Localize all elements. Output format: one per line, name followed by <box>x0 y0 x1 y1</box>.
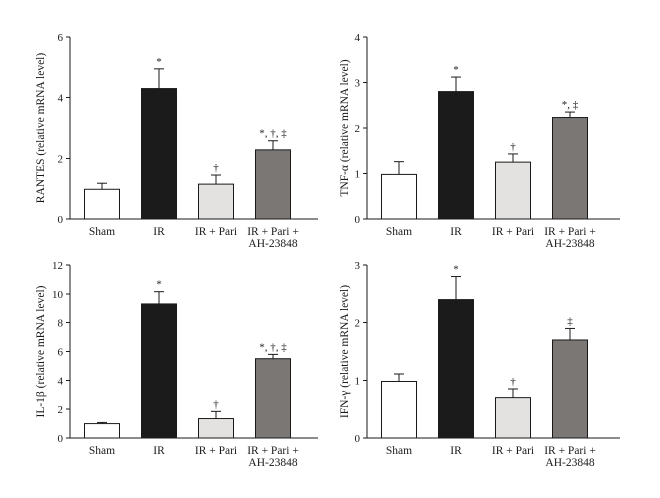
chart-panel-1: 0 2 4 6 RANTES (relative mRNA level) Sham * IR †… <box>35 32 318 250</box>
x-category-label: IR + Pari + <box>247 226 299 238</box>
x-category-label: IR + Pari + <box>247 445 299 457</box>
y-axis-label: IL-1β (relative mRNA level) <box>35 285 47 417</box>
significance-mark: * <box>156 279 162 291</box>
y-tick-label: 3 <box>355 260 361 272</box>
bar-light-gray-bar <box>495 397 531 439</box>
chart-panel-2: 0 1 2 3 4 TNF-α (relative mRNA level) Sham * IR †… <box>339 32 620 250</box>
y-tick-label: 0 <box>58 214 64 226</box>
bar-dark-gray-bar <box>552 339 588 439</box>
y-tick-label: 2 <box>58 153 64 165</box>
y-tick-label: 6 <box>58 347 64 359</box>
y-tick-label: 0 <box>355 433 361 445</box>
bar-dark-gray-bar <box>552 117 588 220</box>
significance-mark: † <box>213 398 219 410</box>
x-category-label: IR <box>153 445 165 457</box>
bar-dark-gray-bar <box>255 358 291 439</box>
bar-light-gray-bar <box>495 161 531 220</box>
x-category-label: AH-23848 <box>248 457 297 469</box>
x-category-label: AH-23848 <box>545 238 594 250</box>
y-tick-label: 0 <box>58 433 64 445</box>
y-tick-label: 3 <box>355 78 361 90</box>
significance-mark: *, †, ‡ <box>259 341 287 353</box>
bar-black-bar <box>141 88 177 220</box>
x-category-label: IR + Pari <box>195 445 237 457</box>
y-tick-label: 1 <box>355 375 361 387</box>
significance-mark: ‡ <box>567 315 573 327</box>
y-tick-label: 12 <box>52 260 63 272</box>
bar-white-bar <box>381 173 417 220</box>
chart-panel-3: 0 2 4 6 8 10 12 IL-1β (relative mRNA level) Sham… <box>35 260 318 469</box>
x-category-label: Sham <box>89 226 115 238</box>
bar-black-bar <box>141 303 177 439</box>
bar-white-bar <box>381 380 417 439</box>
y-tick-label: 0 <box>355 214 361 226</box>
significance-mark: † <box>213 162 219 174</box>
y-tick-label: 4 <box>355 32 361 44</box>
y-tick-label: 10 <box>52 289 64 301</box>
x-category-label: Sham <box>386 445 412 457</box>
x-category-label: IR + Pari <box>492 226 534 238</box>
y-tick-label: 8 <box>58 318 64 330</box>
x-category-label: IR + Pari <box>492 445 534 457</box>
y-axis-label: TNF-α (relative mRNA level) <box>339 59 351 196</box>
x-category-label: Sham <box>386 226 412 238</box>
x-category-label: IR <box>450 445 462 457</box>
x-category-label: IR + Pari <box>195 226 237 238</box>
bar-black-bar <box>438 299 474 439</box>
y-tick-label: 1 <box>355 169 361 181</box>
x-category-label: IR <box>450 226 462 238</box>
significance-mark: * <box>453 64 459 76</box>
y-tick-label: 6 <box>58 32 64 44</box>
bar-black-bar <box>438 91 474 220</box>
significance-mark: * <box>156 56 162 68</box>
bar-white-bar <box>84 188 120 220</box>
x-category-label: Sham <box>89 445 115 457</box>
y-axis-label: RANTES (relative mRNA level) <box>35 53 47 204</box>
chart-panel-4: 0 1 2 3 IFN-γ (relative mRNA level) Sham * IR † I… <box>339 260 620 469</box>
bar-light-gray-bar <box>198 418 234 439</box>
y-tick-label: 4 <box>58 93 64 105</box>
y-axis-label: IFN-γ (relative mRNA level) <box>339 285 351 418</box>
significance-mark: † <box>510 141 516 153</box>
x-category-label: AH-23848 <box>248 238 297 250</box>
significance-mark: * <box>453 264 459 276</box>
x-category-label: AH-23848 <box>545 457 594 469</box>
bar-dark-gray-bar <box>255 149 291 220</box>
bar-light-gray-bar <box>198 183 234 220</box>
x-category-label: IR <box>153 226 165 238</box>
x-category-label: IR + Pari + <box>544 226 596 238</box>
y-tick-label: 4 <box>58 375 64 387</box>
significance-mark: † <box>510 376 516 388</box>
y-tick-label: 2 <box>355 318 361 330</box>
y-tick-label: 2 <box>58 404 64 416</box>
significance-mark: *, ‡ <box>562 99 579 111</box>
y-tick-label: 2 <box>355 123 361 135</box>
significance-mark: *, †, ‡ <box>259 128 287 140</box>
bar-white-bar <box>84 423 120 439</box>
x-category-label: IR + Pari + <box>544 445 596 457</box>
